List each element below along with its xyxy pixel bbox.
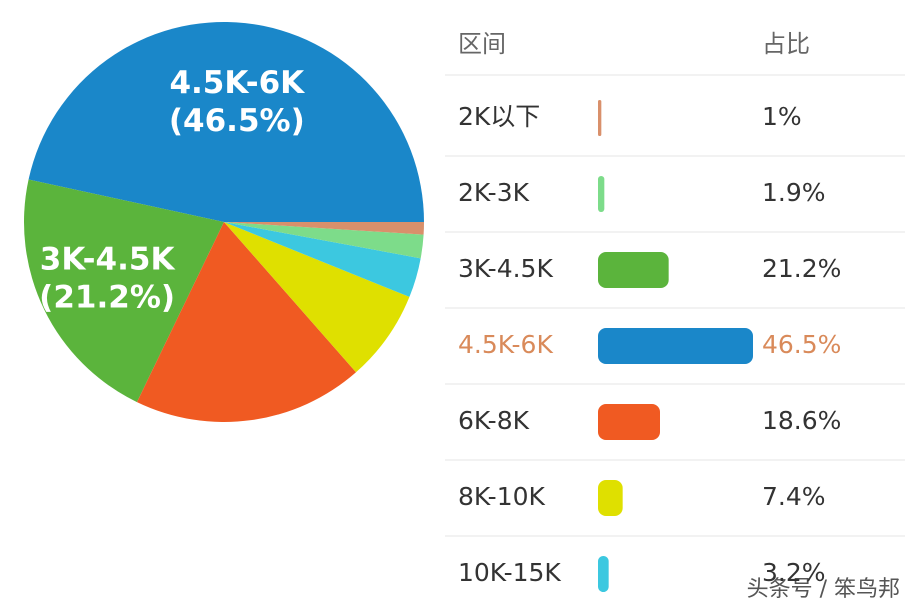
category-label: 8K-10K <box>458 482 546 511</box>
category-label: 3K-4.5K <box>458 254 553 283</box>
column-header: 占比 <box>762 30 810 58</box>
bar <box>598 176 605 212</box>
pie-slice <box>28 22 425 222</box>
slice-label: 4.5K-6K <box>169 65 305 101</box>
watermark: 头条号 / 笨鸟邦 <box>747 577 900 602</box>
slice-label: 3K-4.5K <box>40 241 176 277</box>
slice-value-label: (21.2%) <box>39 279 175 315</box>
bar <box>598 404 660 440</box>
pie-slice <box>224 222 424 235</box>
bar <box>598 328 753 364</box>
category-label: 6K-8K <box>458 406 530 435</box>
pie-slice <box>224 222 424 259</box>
pie-slice <box>224 222 421 297</box>
pie-slice <box>24 179 224 403</box>
bar <box>598 252 669 288</box>
bar <box>598 556 609 592</box>
bar <box>598 480 623 516</box>
pie-slice <box>136 222 357 422</box>
category-label: 10K-15K <box>458 558 561 587</box>
category-label: 4.5K-6K <box>458 330 553 359</box>
value-label: 21.2% <box>762 254 841 283</box>
slice-value-label: (46.5%) <box>169 103 305 139</box>
value-label: 46.5% <box>762 330 841 359</box>
value-label: 1% <box>762 102 802 131</box>
category-label: 2K以下 <box>458 102 540 131</box>
column-header: 区间 <box>458 30 506 58</box>
value-label: 1.9% <box>762 178 826 207</box>
value-label: 18.6% <box>762 406 841 435</box>
category-label: 2K-3K <box>458 178 530 207</box>
value-label: 7.4% <box>762 482 826 511</box>
pie-slice <box>224 222 410 373</box>
bar <box>598 100 602 136</box>
value-label: 3.2% <box>762 558 826 587</box>
